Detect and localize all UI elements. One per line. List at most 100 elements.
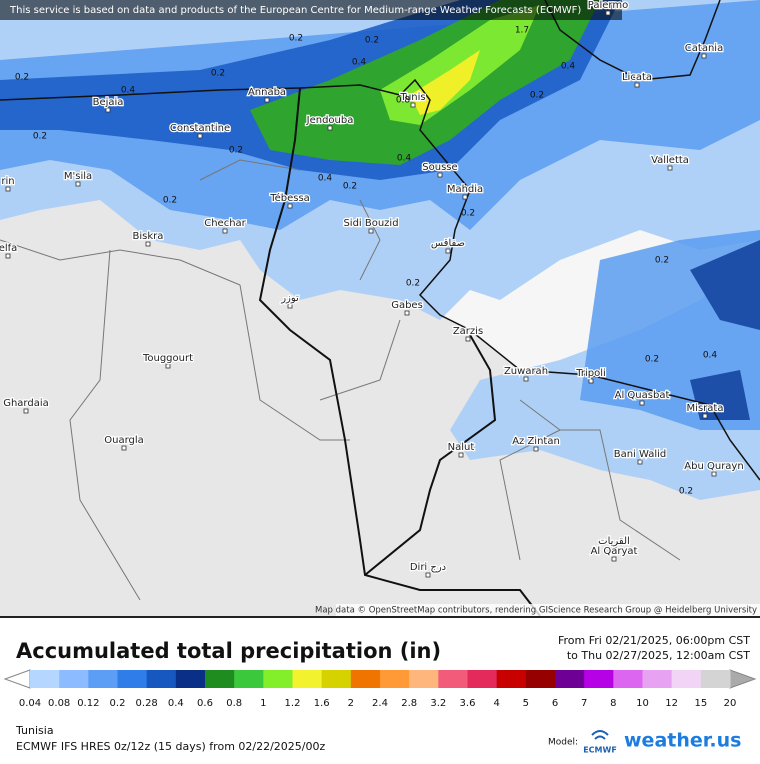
city-label: Bejaia [93,97,124,108]
notice: This service is based on data and produc… [9,5,581,16]
colorbar-tick: 6 [552,698,558,709]
city-dot [533,446,539,452]
city-label: Jendouba [306,115,354,126]
contour-label: 0.2 [15,73,29,83]
contour-labels: 0.2 0.2 0.2 0.4 0.2 0.4 0.2 0.4 0.8 0.4 0.2 0.2 0.4 0… [15,26,718,497]
map: This service is based on data and produc… [0,0,760,617]
admin-borders [0,159,681,601]
colorbar-tick: 3.2 [430,698,446,709]
colorbar-bin [700,670,731,688]
contour-label: 0.2 [365,36,379,46]
colorbar-tick: 1.6 [314,698,330,709]
city-label: Diri درج [410,562,446,573]
city-dot [410,102,416,108]
city-label: Nalut [448,442,475,453]
city-label: Sousse [422,162,457,173]
city-label: M'sila [64,171,92,182]
city-label: Misrata [687,403,724,414]
colorbar-tick: 0.04 [19,698,41,709]
separator [0,616,760,618]
period-from: From Fri 02/21/2025, 06:00pm CST [558,634,750,647]
city-label: Abu Qurayn [684,461,743,472]
colorbar-arrow [729,669,757,689]
city-dot [23,408,29,414]
city-label: Gabes [391,300,423,311]
colorbar-tick: 8 [610,698,616,709]
contour-label: 0.2 [229,146,243,156]
contour-label: 0.2 [163,196,177,206]
colorbar-tick: 1 [260,698,266,709]
city-dot [605,10,611,16]
colorbar-arrow [3,669,31,689]
city-label: elfa [0,243,17,254]
city-label: Annaba [248,87,286,98]
attribution: Map data © OpenStreetMap contributors, r… [315,606,757,616]
city-dot [121,445,127,451]
city-dot [145,241,151,247]
colorbar-bin [234,670,264,688]
city-label: Chechar [204,218,246,229]
attribution-bg [336,604,760,616]
colorbar-bin [263,670,293,688]
city-dot [445,248,451,254]
city-dot [462,194,468,200]
city-label: Bani Walid [614,449,667,460]
colorbar-tick: 2.8 [401,698,417,709]
city-label: Sidi Bouzid [343,218,398,229]
city-label: rin [1,176,14,187]
colorbar-bin [350,670,381,688]
colorbar-tick: 5 [523,698,529,709]
colorbar-bin [671,670,702,688]
colorbar-bin [292,670,323,688]
city-dot [165,363,171,369]
colorbar-bin [59,670,89,688]
city-label: Catania [685,43,723,54]
colorbar-bin [525,670,556,688]
contour-label: 0.4 [121,86,136,96]
city-dot [75,181,81,187]
city-dot [5,186,11,192]
precip-yellow [410,50,480,115]
colorbar-bin [496,670,527,688]
contour-label: 0.2 [289,34,303,44]
legend-title: Accumulated total precipitation (in) [16,639,441,663]
colorbar-tick: 12 [665,698,678,709]
city-dot [437,172,443,178]
colorbar-tick: 7 [581,698,587,709]
colorbar-bin [555,670,585,688]
city-label: Valletta [651,155,689,166]
city-label: Az Zintan [512,436,560,447]
city-dot [222,228,228,234]
colorbar-tick: 0.08 [48,698,70,709]
city-label: Touggourt [142,353,193,364]
colorbar-tick: 0.2 [110,698,126,709]
model-run: ECMWF IFS HRES 0z/12z (15 days) from 02/… [16,740,326,753]
city-dot [702,413,708,419]
city-dot [611,546,617,552]
city-dot [611,556,617,562]
brand: weather.us [624,730,741,752]
contour-label: 0.2 [33,132,47,142]
city-label: Biskra [133,231,164,242]
contour-label: 0.2 [461,209,475,219]
contour-label: 1.7 [515,26,529,36]
colorbar-tick: 0.12 [77,698,99,709]
colorbar-bin [205,670,235,688]
city-dot [404,310,410,316]
city-dot [368,228,374,234]
colorbar-tick: 3.6 [460,698,476,709]
ecmwf-icon [591,730,609,740]
city-dot [711,471,717,477]
city-dot [465,336,471,342]
notice-bg [0,0,622,20]
city-dot [197,133,203,139]
city-label: Zuwarah [504,366,548,377]
city-label: Tunis [399,92,425,103]
colorbar-tick: 2 [348,698,354,709]
contour-label: 0.4 [703,351,718,361]
contour-label: 0.4 [397,154,412,164]
colorbar-bin [321,670,352,688]
contour-label: 0.4 [352,58,367,68]
colorbar-bin [584,670,614,688]
